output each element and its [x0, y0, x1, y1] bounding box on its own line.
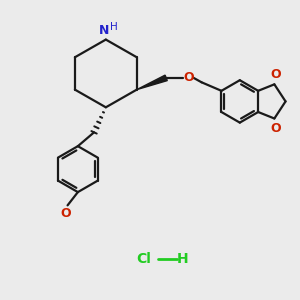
- Text: O: O: [271, 68, 281, 81]
- Text: H: H: [177, 252, 188, 266]
- Text: O: O: [183, 71, 194, 84]
- Text: N: N: [99, 24, 110, 37]
- Polygon shape: [137, 75, 167, 90]
- Text: H: H: [110, 22, 118, 32]
- Text: O: O: [60, 207, 70, 220]
- Text: Cl: Cl: [137, 252, 152, 266]
- Text: O: O: [271, 122, 281, 135]
